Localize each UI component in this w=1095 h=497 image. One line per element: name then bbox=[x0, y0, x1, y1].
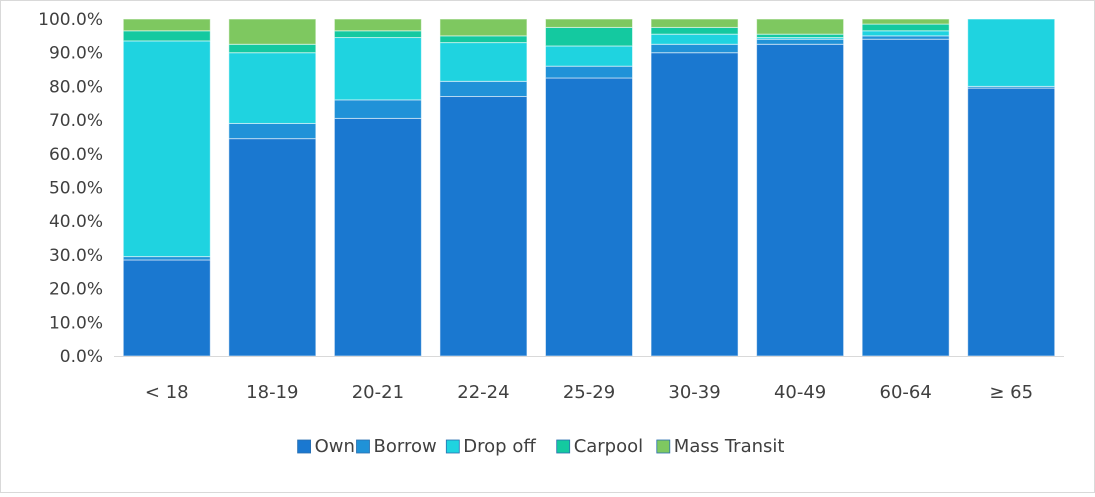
x-tick-label: 20-21 bbox=[352, 382, 404, 403]
legend-label: Mass Transit bbox=[674, 436, 785, 457]
bar-stack-6 bbox=[756, 18, 845, 357]
bar-segment-mass-transit-4 bbox=[545, 18, 633, 28]
x-tick-label: 30-39 bbox=[668, 382, 720, 403]
bar-segment-own-1 bbox=[228, 138, 317, 357]
bar-segment-own-4 bbox=[545, 77, 633, 357]
bar-segment-drop-off-1 bbox=[228, 52, 317, 124]
y-tick-label: 70.0% bbox=[49, 111, 103, 131]
bar-segment-carpool-0 bbox=[122, 30, 211, 42]
legend-item-drop-off: Drop off bbox=[445, 436, 536, 457]
bar-segment-own-5 bbox=[650, 52, 739, 357]
bar-segment-drop-off-7 bbox=[861, 30, 950, 37]
bar-stack-4 bbox=[545, 18, 633, 357]
bar-stack-5 bbox=[650, 18, 739, 357]
y-tick-label: 20.0% bbox=[49, 280, 103, 300]
x-tick-label: 18-19 bbox=[246, 382, 298, 403]
y-axis-ticks: 0.0% 10.0% 20.0% 30.0% 40.0% 50.0% 60.0% 70.0% 8… bbox=[38, 10, 103, 367]
bar-segment-borrow-2 bbox=[333, 99, 422, 119]
legend-label: Borrow bbox=[374, 436, 437, 457]
x-tick-label: < 18 bbox=[145, 382, 189, 403]
bar-segment-own-8 bbox=[967, 87, 1056, 357]
bar-stack-3 bbox=[439, 18, 528, 357]
bar-segment-borrow-0 bbox=[122, 256, 211, 261]
x-tick-label: 25-29 bbox=[563, 382, 615, 403]
x-tick-label: 22-24 bbox=[457, 382, 509, 403]
bar-segment-carpool-4 bbox=[545, 26, 633, 47]
bar-segment-own-0 bbox=[122, 259, 211, 357]
bar-segment-borrow-3 bbox=[439, 80, 528, 98]
x-axis-ticks: < 18 18-19 20-21 22-24 25-29 30-39 40-49 60-64 ≥… bbox=[145, 382, 1033, 403]
y-tick-label: 0.0% bbox=[60, 347, 103, 367]
y-tick-label: 50.0% bbox=[49, 179, 103, 199]
legend-label: Drop off bbox=[463, 436, 536, 457]
bar-stack-8 bbox=[967, 18, 1056, 357]
bar-segment-drop-off-3 bbox=[439, 42, 528, 82]
legend-swatch bbox=[556, 439, 571, 454]
bar-segment-borrow-7 bbox=[861, 35, 950, 40]
bar-segment-drop-off-4 bbox=[545, 45, 633, 67]
legend-swatch bbox=[356, 439, 370, 454]
legend-item-carpool: Carpool bbox=[556, 436, 643, 457]
bar-segment-drop-off-0 bbox=[122, 40, 211, 258]
x-tick-label: 40-49 bbox=[774, 382, 826, 403]
bar-segment-borrow-4 bbox=[545, 65, 633, 79]
legend-item-borrow: Borrow bbox=[356, 436, 437, 457]
bar-segment-drop-off-5 bbox=[650, 33, 739, 45]
bar-segment-mass-transit-6 bbox=[756, 18, 845, 35]
bars-layer bbox=[122, 18, 1056, 357]
bar-stack-1 bbox=[228, 18, 317, 357]
bar-segment-mass-transit-2 bbox=[333, 18, 422, 32]
legend: Own Borrow Drop off Carpool Mass Transit bbox=[297, 436, 785, 457]
y-tick-label: 30.0% bbox=[49, 246, 103, 266]
y-tick-label: 90.0% bbox=[49, 44, 103, 64]
bar-segment-mass-transit-0 bbox=[122, 18, 211, 32]
bar-segment-carpool-5 bbox=[650, 26, 739, 35]
y-tick-label: 40.0% bbox=[49, 212, 103, 232]
legend-swatch bbox=[445, 439, 460, 454]
bar-segment-carpool-2 bbox=[333, 30, 422, 39]
bar-segment-mass-transit-1 bbox=[228, 18, 317, 45]
bar-segment-borrow-5 bbox=[650, 43, 739, 54]
y-tick-label: 10.0% bbox=[49, 313, 103, 333]
bar-segment-borrow-1 bbox=[228, 122, 317, 140]
bar-segment-mass-transit-5 bbox=[650, 18, 739, 28]
bar-stack-0 bbox=[122, 18, 211, 357]
bar-segment-carpool-7 bbox=[861, 23, 950, 32]
bar-segment-own-7 bbox=[861, 38, 950, 357]
bar-segment-carpool-1 bbox=[228, 43, 317, 54]
bar-segment-mass-transit-3 bbox=[439, 18, 528, 37]
legend-swatch bbox=[297, 439, 312, 454]
legend-item-own: Own bbox=[297, 436, 355, 457]
bar-segment-borrow-6 bbox=[756, 38, 845, 45]
bar-segment-own-2 bbox=[333, 117, 422, 357]
bar-stack-2 bbox=[333, 18, 422, 357]
bar-segment-own-3 bbox=[439, 96, 528, 357]
x-tick-label: ≥ 65 bbox=[989, 382, 1033, 403]
x-tick-label: 60-64 bbox=[880, 382, 932, 403]
bar-stack-7 bbox=[861, 18, 950, 357]
y-tick-label: 80.0% bbox=[49, 77, 103, 97]
bar-segment-carpool-6 bbox=[756, 33, 845, 39]
legend-swatch bbox=[656, 439, 671, 454]
legend-label: Carpool bbox=[574, 436, 643, 457]
bar-segment-drop-off-2 bbox=[333, 37, 422, 101]
bar-segment-carpool-3 bbox=[439, 35, 528, 44]
y-tick-label: 60.0% bbox=[49, 145, 103, 165]
bar-segment-own-6 bbox=[756, 43, 845, 357]
legend-label: Own bbox=[315, 436, 355, 457]
y-tick-label: 100.0% bbox=[38, 10, 103, 30]
bar-segment-drop-off-8 bbox=[967, 18, 1056, 87]
legend-item-mass-transit: Mass Transit bbox=[656, 436, 785, 457]
bar-segment-mass-transit-7 bbox=[861, 18, 950, 25]
